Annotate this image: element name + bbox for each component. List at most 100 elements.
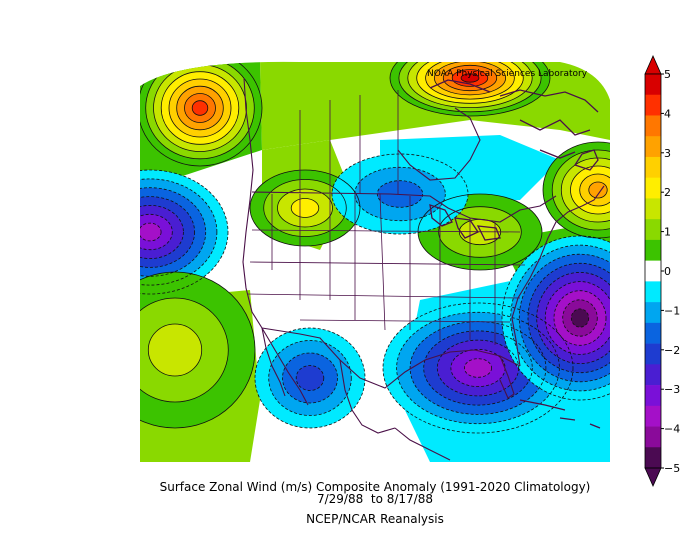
contour-fill-2 xyxy=(291,198,319,218)
contour-line--2 xyxy=(140,196,195,268)
contour-line--2 xyxy=(527,262,610,374)
us-state-lines xyxy=(246,193,526,345)
colorbar-swatch xyxy=(645,260,661,282)
anomaly-center-sw-pacific-positive xyxy=(140,272,255,428)
contour-line-0.5 xyxy=(140,271,256,429)
colorbar-swatch xyxy=(645,198,661,220)
west-coastline xyxy=(242,77,309,406)
contour-line--4 xyxy=(562,299,598,337)
contour-line-layer xyxy=(140,61,610,434)
colorbar-swatch xyxy=(645,302,661,324)
map-title: Surface Zonal Wind (m/s) Composite Anoma… xyxy=(160,480,591,494)
contour-line-4 xyxy=(451,69,489,87)
contour-line-1 xyxy=(140,297,229,403)
arctic-islands xyxy=(429,79,599,159)
contour-line-4.5 xyxy=(460,73,480,83)
anomaly-map xyxy=(140,61,610,462)
caribbean-islands xyxy=(519,399,601,429)
contour-line--3.5 xyxy=(553,290,607,346)
contour-line--1.5 xyxy=(282,352,338,404)
contour-line-1 xyxy=(398,61,542,113)
contour-line--3 xyxy=(140,213,173,251)
contour-line-1.5 xyxy=(277,188,333,228)
colorbar-label: 3 xyxy=(664,147,671,160)
colorbar-swatch xyxy=(645,115,661,137)
colorbar-label: 5 xyxy=(664,68,671,81)
contour-line-2 xyxy=(570,165,610,215)
anomaly-fill-layer xyxy=(140,61,610,462)
colorbar-under-arrow xyxy=(644,467,662,487)
central-america xyxy=(394,427,451,461)
map-dates: 7/29/88 to 8/17/88 xyxy=(317,492,433,506)
credit-label: NOAA Physical Sciences Laboratory xyxy=(427,69,588,79)
colorbar-swatch xyxy=(645,156,661,178)
contour-line-2.5 xyxy=(168,78,232,138)
colorbar-label: −1 xyxy=(664,304,680,317)
contour-line--1 xyxy=(268,340,352,416)
contour-line-4 xyxy=(191,100,209,116)
contour-line-0.5 xyxy=(140,61,263,167)
contour-fill--2 xyxy=(296,365,324,391)
colorbar-swatch xyxy=(645,405,661,427)
contour-line--2 xyxy=(295,365,325,391)
contour-line-1 xyxy=(551,149,610,231)
colorbar-label: −2 xyxy=(664,344,680,357)
contour-line-0.5 xyxy=(542,141,610,239)
contour-line-1.5 xyxy=(147,323,203,377)
contour-line-0.5 xyxy=(417,193,543,271)
anomaly-center-w-atlantic-negative xyxy=(502,236,610,400)
anomaly-center-ne-pacific-negative xyxy=(140,170,228,294)
contour-fill--4.5 xyxy=(571,308,589,328)
contour-line--0.5 xyxy=(382,302,574,434)
colorbar-swatch xyxy=(645,364,661,386)
colorbar-label: 0 xyxy=(664,265,671,278)
canada-province-lines xyxy=(299,90,399,194)
contour-line-2 xyxy=(160,71,240,145)
contour-line-3 xyxy=(588,181,608,199)
contour-line-1 xyxy=(145,61,255,160)
mexico-east-coast xyxy=(339,359,396,434)
contour-line-0.5 xyxy=(249,169,361,247)
political-boundaries xyxy=(242,77,605,461)
colorbar-swatch xyxy=(645,74,661,96)
florida xyxy=(499,355,515,399)
contour-line-3.5 xyxy=(184,93,216,123)
colorbar-swatch xyxy=(645,385,661,407)
newfoundland xyxy=(574,149,599,171)
contour-line-1.5 xyxy=(560,157,610,223)
contour-line-3.5 xyxy=(442,64,498,92)
contour-line-2 xyxy=(290,198,320,218)
great-lakes xyxy=(429,204,501,241)
contour-line--2.5 xyxy=(436,339,520,397)
contour-line--0.5 xyxy=(501,235,610,401)
hudson-bay-coast xyxy=(397,107,481,181)
contour-fill-1.5 xyxy=(148,324,202,376)
contour-line-3 xyxy=(176,85,224,131)
colorbar-swatch xyxy=(645,281,661,303)
contour-line--0.5 xyxy=(254,327,366,429)
colorbar-swatch xyxy=(645,239,661,261)
contour-line--1 xyxy=(140,178,218,286)
contour-line-2 xyxy=(416,61,524,104)
anomaly-center-ne-atlantic-positive xyxy=(543,142,610,238)
contour-fill-4.5 xyxy=(461,73,479,83)
contour-line--1 xyxy=(510,244,610,392)
us-mexico-border xyxy=(261,327,341,361)
colorbar-over-arrow xyxy=(644,55,662,75)
contour-line--0.5 xyxy=(140,169,229,295)
contour-line-1 xyxy=(263,179,347,237)
gulf-coast xyxy=(339,349,521,389)
colorbar-swatch xyxy=(645,94,661,116)
contour-line-0.5 xyxy=(389,61,551,117)
contour-line--3 xyxy=(544,281,610,355)
contour-line-2.5 xyxy=(425,61,515,100)
contour-line--0.5 xyxy=(331,153,469,235)
contour-fill--3.5 xyxy=(140,223,162,241)
contour-line-1 xyxy=(438,206,522,258)
colorbar: 5 4 3 2 1 0 −1 −2 −3 −4 −5 xyxy=(644,55,680,487)
anomaly-center-mexico-negative xyxy=(255,328,365,428)
anomaly-center-nw-pacific-positive xyxy=(140,61,262,166)
colorbar-label: −4 xyxy=(664,423,680,436)
contour-line--2.5 xyxy=(140,204,184,259)
